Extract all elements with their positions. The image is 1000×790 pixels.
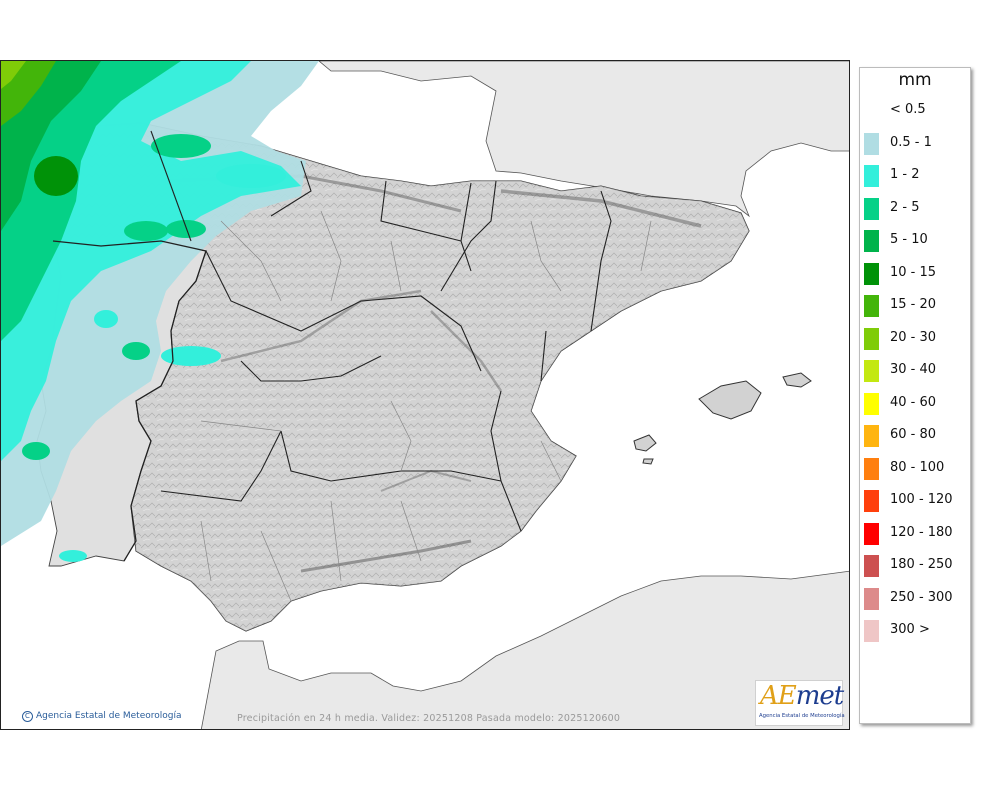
legend-swatch bbox=[864, 360, 879, 382]
legend-swatch bbox=[864, 262, 879, 285]
legend-label: 180 - 250 bbox=[890, 557, 953, 572]
legend-label: 300 > bbox=[890, 622, 930, 637]
legend-label: 40 - 60 bbox=[890, 394, 937, 410]
legend-swatch bbox=[864, 457, 879, 480]
legend-item: 10 - 15 bbox=[860, 260, 970, 286]
legend-label: 0.5 - 1 bbox=[890, 134, 932, 150]
legend-swatch bbox=[864, 392, 879, 415]
legend-item: 1 - 2 bbox=[860, 162, 970, 188]
legend-label: 5 - 10 bbox=[890, 232, 928, 247]
legend-item: 60 - 80 bbox=[860, 422, 970, 448]
legend-label: 250 - 300 bbox=[890, 589, 953, 605]
footer-note: Precipitación en 24 h media. Validez: 20… bbox=[237, 713, 621, 724]
legend-label: 1 - 2 bbox=[890, 167, 920, 182]
legend-label: 30 - 40 bbox=[890, 362, 937, 377]
legend-item: 2 - 5 bbox=[860, 195, 970, 221]
country-border bbox=[52, 240, 207, 562]
legend-item: 15 - 20 bbox=[860, 292, 970, 318]
legend-swatch bbox=[864, 327, 879, 350]
formentera bbox=[642, 458, 654, 465]
precipitation-overlay bbox=[1, 61, 319, 562]
legend-label: 10 - 15 bbox=[890, 264, 937, 280]
legend-swatch bbox=[864, 522, 879, 545]
legend-item: < 0.5 bbox=[860, 97, 970, 123]
legend-label: 100 - 120 bbox=[890, 492, 953, 507]
copyright-icon: C bbox=[22, 711, 33, 722]
legend-item: 120 - 180 bbox=[860, 520, 970, 546]
legend-swatch bbox=[864, 295, 879, 317]
mallorca bbox=[698, 380, 762, 420]
legend-item: 30 - 40 bbox=[860, 357, 970, 383]
legend: mm < 0.5 0.5 - 1 1 - 2 2 - 5 5 - 10 10 - 15 15… bbox=[859, 67, 971, 724]
legend-swatch bbox=[864, 490, 879, 512]
legend-swatch bbox=[864, 197, 879, 220]
legend-item: 80 - 100 bbox=[860, 455, 970, 481]
province-borders bbox=[200, 210, 652, 602]
legend-swatch bbox=[864, 620, 879, 642]
legend-item: 100 - 120 bbox=[860, 487, 970, 513]
legend-item: 0.5 - 1 bbox=[860, 130, 970, 156]
logo-wordmark: AEmet bbox=[760, 681, 844, 711]
ibiza bbox=[633, 434, 657, 452]
legend-swatch bbox=[864, 587, 879, 610]
precipitation-map bbox=[0, 60, 850, 730]
legend-label: 120 - 180 bbox=[890, 524, 953, 540]
legend-item: 20 - 30 bbox=[860, 325, 970, 351]
legend-label: 2 - 5 bbox=[890, 199, 920, 215]
legend-item: 40 - 60 bbox=[860, 390, 970, 416]
copyright-text: Agencia Estatal de Meteorología bbox=[36, 711, 182, 721]
legend-swatch bbox=[864, 165, 879, 187]
legend-label: 15 - 20 bbox=[890, 297, 937, 312]
legend-label: 20 - 30 bbox=[890, 329, 937, 345]
africa-land bbox=[200, 570, 849, 729]
legend-swatch bbox=[864, 555, 879, 577]
legend-swatch bbox=[864, 132, 879, 155]
legend-label: 60 - 80 bbox=[890, 427, 937, 442]
logo-subtitle: Agencia Estatal de Meteorología bbox=[759, 713, 845, 719]
legend-item: 300 > bbox=[860, 617, 970, 643]
region-borders bbox=[150, 130, 612, 532]
map-canvas bbox=[1, 61, 849, 729]
legend-label: 80 - 100 bbox=[890, 459, 945, 475]
menorca bbox=[782, 372, 812, 388]
france-land bbox=[318, 61, 849, 218]
aemet-logo: AEmet Agencia Estatal de Meteorología bbox=[755, 680, 845, 726]
legend-item: 250 - 300 bbox=[860, 585, 970, 611]
legend-swatch bbox=[864, 425, 879, 447]
legend-label: < 0.5 bbox=[890, 102, 926, 117]
legend-swatch bbox=[864, 230, 879, 252]
copyright-notice: C Agencia Estatal de Meteorología bbox=[22, 711, 182, 722]
legend-unit: mm bbox=[898, 70, 932, 90]
legend-item: 5 - 10 bbox=[860, 227, 970, 253]
legend-item: 180 - 250 bbox=[860, 552, 970, 578]
